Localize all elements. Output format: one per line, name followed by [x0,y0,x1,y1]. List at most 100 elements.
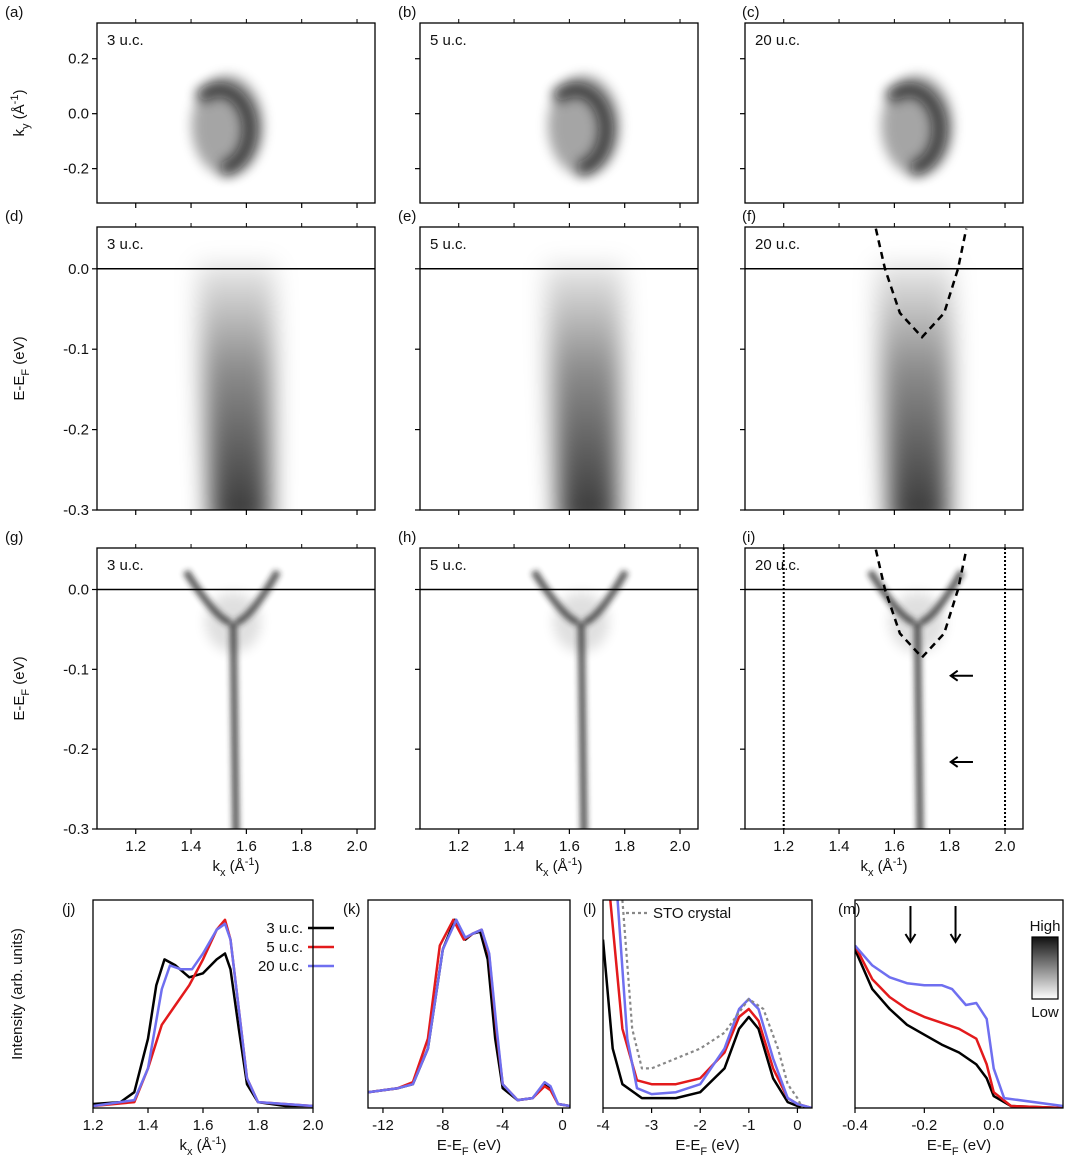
arrow [949,906,962,944]
x-tick-label: 1.4 [829,838,850,855]
y-axis-label: ky (Å-1) [9,90,32,137]
arrow [904,906,917,944]
label-part: (eV) [11,656,28,689]
annotation: 3 u.c. [107,557,144,574]
x-tick-label: 2.0 [670,838,691,855]
label-part: -1 [9,95,21,105]
label-part: (eV) [469,1137,502,1154]
plot-area [603,900,812,1108]
legend-label: 3 u.c. [266,920,303,937]
label-part: E-E [675,1137,700,1154]
series-line [855,948,1063,1108]
panel-label: (i) [742,529,755,546]
x-tick-label: -2 [694,1117,707,1134]
label-part: F [20,369,32,376]
intensity-branches [867,569,965,829]
annotation: 5 u.c. [430,236,467,253]
plot-area [97,262,375,510]
x-tick-label: -12 [372,1117,394,1134]
label-part: x [868,867,874,879]
series-line [855,944,1063,1108]
x-tick-label: -4 [596,1117,609,1134]
x-tick-label: 2.0 [347,838,368,855]
label-part: F [700,1146,707,1158]
series-line [93,922,313,1108]
annotation: 20 u.c. [755,236,800,253]
label-part: (eV) [707,1137,740,1154]
plot-frame [367,899,571,1109]
x-tick-label: 2.0 [303,1117,324,1134]
label-part: (Å [226,858,245,875]
y-axis-label: E-EF (eV) [11,336,32,400]
label-part: x [220,867,226,879]
series-line [93,952,313,1108]
dashed-curve [874,228,968,339]
label-part: ) [902,858,907,875]
y-tick-label: -0.1 [63,661,89,678]
series-line [855,945,1063,1108]
plot-frame [96,22,376,204]
annotation: 3 u.c. [107,236,144,253]
panel-label: (b) [398,4,416,21]
intensity-ring [194,82,257,176]
plot-area [97,569,375,829]
x-tick-label: 1.8 [291,838,312,855]
label-part: x [543,867,549,879]
plot-area [368,918,570,1108]
x-tick-label: 1.4 [181,838,202,855]
annotation: 3 u.c. [107,32,144,49]
plot-area [191,75,264,176]
series-line [616,900,812,1108]
panel-label: (h) [398,529,416,546]
label-part: ) [221,1137,226,1154]
y-tick-label: -0.2 [63,741,89,758]
plot-area [855,944,1063,1108]
y-tick-label: -0.3 [63,821,89,838]
panel-label: (l) [583,901,596,918]
panel-label: (e) [398,208,416,225]
panel-label: (g) [5,529,23,546]
label-part: F [952,1146,959,1158]
legend-label: 20 u.c. [258,958,303,975]
x-tick-label: 1.4 [504,838,525,855]
colorbar-low: Low [1031,1004,1059,1021]
y-tick-label: -0.2 [63,422,89,439]
label-part: -1 [245,856,255,868]
intensity-band [197,262,275,510]
y-tick-label: 0.0 [68,582,89,599]
panel-label: (j) [62,901,75,918]
intensity-branches [183,569,281,829]
x-axis-label: kx (Å-1) [213,856,260,879]
series-line [621,900,804,1108]
x-axis-label: kx (Å-1) [180,1135,227,1158]
label-part: (Å [549,858,568,875]
plot-area [547,75,621,176]
x-tick-label: 1.2 [83,1117,104,1134]
x-tick-label: 1.2 [773,838,794,855]
plot-area [93,918,313,1108]
label-part: F [20,689,32,696]
x-tick-label: 1.2 [125,838,146,855]
x-tick-label: -3 [645,1117,658,1134]
x-axis-label: E-EF (eV) [437,1137,501,1158]
legend-label: STO crystal [653,905,731,922]
panel-label: (a) [5,4,23,21]
annotation: 20 u.c. [755,557,800,574]
plot-frame [744,226,1024,511]
y-tick-label: 0.2 [68,51,89,68]
panel-label: (f) [742,208,756,225]
x-tick-label: 1.6 [193,1117,214,1134]
x-tick-label: 1.6 [236,838,257,855]
plot-area [420,262,698,510]
intensity-branches [531,569,629,829]
x-axis-label: kx (Å-1) [536,856,583,879]
x-tick-label: -0.2 [911,1117,937,1134]
plot-frame [419,22,699,204]
label-part: E-E [927,1137,952,1154]
panel-label: (d) [5,208,23,225]
label-part: (Å [874,858,893,875]
label-part: (Å [193,1137,212,1154]
plot-frame [744,22,1024,204]
